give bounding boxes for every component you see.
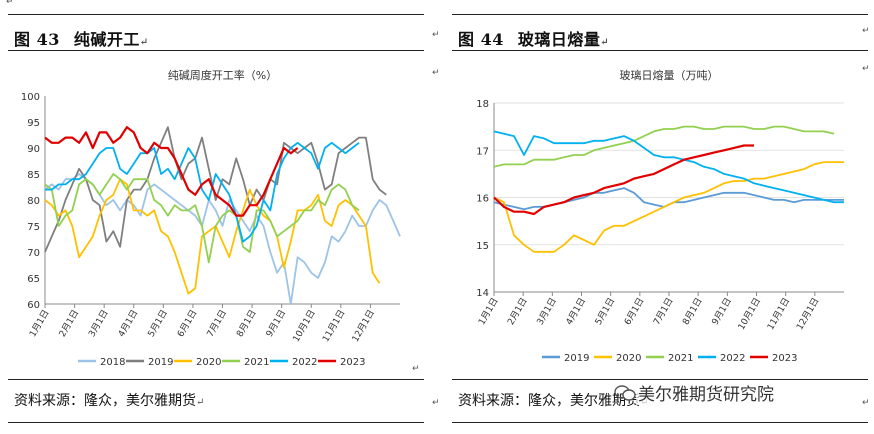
legend-label-2019: 2019 [564, 353, 589, 364]
y-tick-label: 70 [27, 248, 40, 259]
y-tick-label: 75 [27, 222, 40, 233]
x-tick-label: 1月1日 [27, 308, 51, 339]
figure-title-text: 纯碱开工 [73, 30, 140, 49]
source-text: 资料来源：隆众，美尔雅期货 [14, 393, 196, 409]
paragraph-mark-icon: ↵ [139, 37, 149, 48]
x-tick-label: 5月1日 [146, 308, 170, 339]
x-tick-label: 6月1日 [622, 296, 646, 327]
legend-label-2021: 2021 [668, 353, 693, 364]
x-tick-label: 7月1日 [205, 308, 229, 339]
legend-label-2021: 2021 [244, 357, 269, 368]
series-line-2022 [45, 141, 360, 243]
legend-label-2022: 2022 [292, 357, 317, 368]
y-tick-label: 16 [476, 194, 489, 205]
x-tick-label: 3月1日 [535, 296, 559, 327]
y-tick-label: 95 [27, 118, 40, 129]
title-rule [8, 50, 424, 51]
paragraph-mark-icon: ↵ [862, 26, 870, 36]
y-tick-label: 18 [476, 99, 489, 110]
series-line-2018 [44, 173, 401, 305]
x-tick-label: 1月1日 [476, 296, 500, 327]
source-note: 资料来源：隆众，美尔雅期货↵ [14, 390, 204, 410]
wechat-logo-icon [614, 385, 636, 401]
x-tick-label: 11月1日 [320, 308, 347, 344]
figure-number: 图 44 [458, 30, 504, 49]
y-tick-label: 100 [21, 92, 40, 103]
y-tick-label: 60 [27, 300, 40, 311]
paragraph-mark-icon: ↵ [862, 398, 870, 408]
top-rule [452, 14, 868, 15]
y-tick-label: 90 [27, 144, 40, 155]
paragraph-mark-icon: ↵ [412, 364, 420, 374]
glass-daily-melt-chart: 玻璃日熔量（万吨） 14 15 16 17 18 1月1日 2月1日 3月1日 4月1日 5月1日 6… [476, 68, 844, 364]
paragraph-mark-icon: ↵ [432, 398, 440, 408]
watermark-text: 美尔雅期货研究院 [636, 380, 776, 405]
y-tick-label: 80 [27, 196, 40, 207]
series-line-2021 [44, 173, 360, 264]
y-tick-label: 15 [476, 241, 489, 252]
legend-label-2023: 2023 [340, 357, 365, 368]
x-tick-label: 8月1日 [234, 308, 258, 339]
series-line-2020 [44, 178, 381, 295]
paragraph-mark-icon: ↵ [600, 37, 610, 48]
chart-title: 纯碱周度开工率（%） [168, 68, 277, 82]
paragraph-mark-icon: ↵ [196, 397, 205, 408]
x-tick-label: 9月1日 [710, 296, 734, 327]
x-tick-label: 9月1日 [264, 308, 288, 339]
y-tick-label: 17 [476, 146, 489, 157]
series-line-2020 [493, 161, 844, 253]
x-tick-label: 8月1日 [681, 296, 705, 327]
legend-label-2022: 2022 [720, 353, 745, 364]
paragraph-mark-icon: ↵ [6, 0, 14, 7]
y-tick-label: 85 [27, 170, 40, 181]
source-top-rule [8, 379, 424, 380]
x-tick-label: 5月1日 [593, 296, 617, 327]
x-tick-label: 12月1日 [350, 308, 377, 344]
figure-number: 图 43 [14, 30, 60, 49]
legend-label-2018: 2018 [100, 357, 125, 368]
y-tick-label: 65 [27, 274, 40, 285]
chart-title: 玻璃日熔量（万吨） [620, 68, 719, 82]
top-rule [8, 14, 424, 15]
series-line-2023 [493, 144, 754, 216]
y-tick-label: 14 [476, 288, 489, 299]
x-tick-label: 12月1日 [794, 296, 821, 332]
x-tick-label: 4月1日 [564, 296, 588, 327]
series-line-2022 [493, 130, 844, 204]
legend-label-2019: 2019 [148, 357, 173, 368]
source-top-rule [452, 379, 868, 380]
x-tick-label: 6月1日 [175, 308, 199, 339]
x-tick-label: 7月1日 [651, 296, 675, 327]
source-text: 资料来源：隆众，美尔雅期货 [458, 393, 640, 409]
soda-ash-operating-rate-chart: 纯碱周度开工率（%） 60 65 70 75 80 85 90 95 100 1月1日 2月1日 3月1… [21, 68, 401, 368]
x-tick-label: 2月1日 [57, 308, 81, 339]
legend-label-2023: 2023 [772, 353, 797, 364]
series-line-2023 [44, 126, 299, 217]
x-tick-label: 3月1日 [87, 308, 111, 339]
figure-title: 图 43 纯碱开工↵ [14, 26, 149, 50]
series-line-2019 [44, 126, 387, 253]
x-tick-label: 11月1日 [765, 296, 792, 332]
series-line-2021 [493, 125, 835, 168]
bottom-rule [8, 422, 424, 423]
paragraph-mark-icon: ↵ [862, 64, 870, 74]
paragraph-mark-icon: ↵ [432, 30, 440, 40]
x-tick-label: 10月1日 [736, 296, 763, 332]
legend-label-2020: 2020 [196, 357, 221, 368]
figure-title: 图 44 玻璃日熔量↵ [458, 26, 609, 50]
left-figure-panel: ↵ 图 43 纯碱开工↵ 纯碱周度开工率（%） 60 65 70 75 80 85 90 95 10… [0, 0, 426, 434]
x-tick-label: 4月1日 [116, 308, 140, 339]
paragraph-mark-icon: ↵ [432, 68, 440, 78]
title-rule [452, 50, 868, 51]
right-figure-panel: ↵ 图 44 玻璃日熔量↵ ↵ ↵ ↵ 玻璃日熔量（万吨） 14 15 16 17 18 1月… [432, 0, 870, 434]
x-tick-label: 2月1日 [506, 296, 530, 327]
figure-title-text: 玻璃日熔量 [517, 30, 601, 49]
legend-label-2020: 2020 [616, 353, 641, 364]
x-tick-label: 10月1日 [291, 308, 318, 344]
bottom-rule [452, 422, 868, 423]
